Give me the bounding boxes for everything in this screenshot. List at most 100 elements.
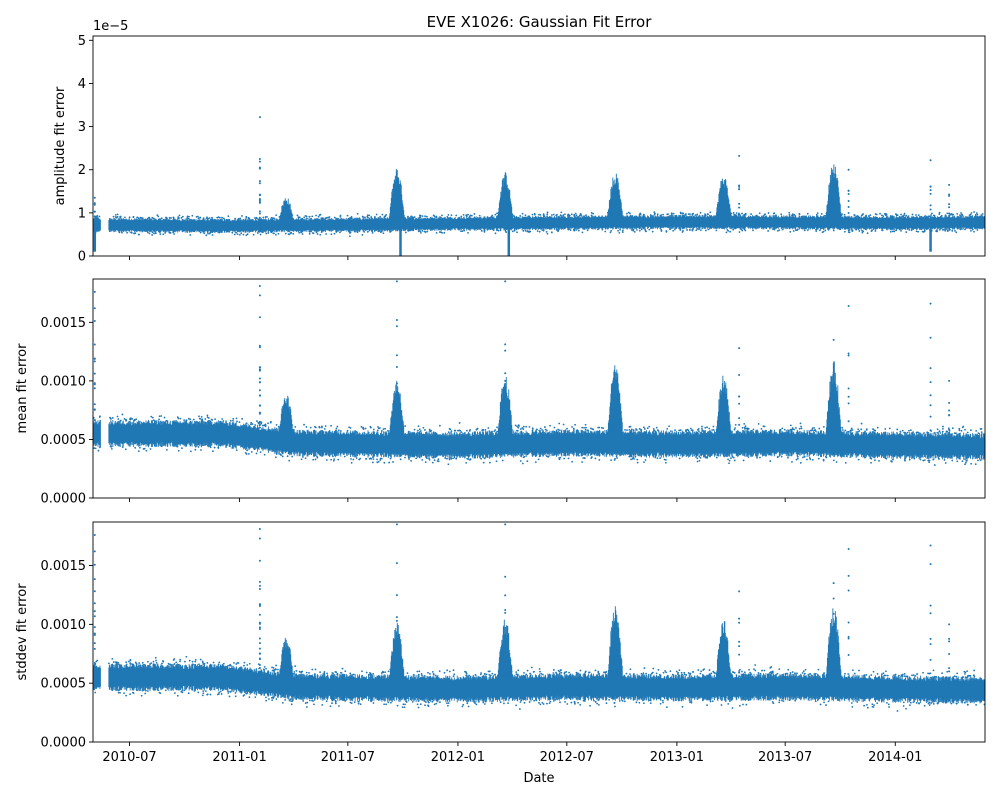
data-point <box>176 694 179 697</box>
data-point <box>187 692 190 695</box>
data-point <box>885 457 888 460</box>
data-point <box>564 700 566 703</box>
data-point <box>96 659 99 662</box>
data-point <box>427 671 429 674</box>
spike-point <box>929 215 932 218</box>
data-point <box>253 217 256 219</box>
data-point <box>609 429 612 432</box>
spike-point <box>258 580 261 583</box>
data-point <box>555 228 558 231</box>
data-point <box>930 214 932 216</box>
data-point <box>722 428 725 431</box>
data-point <box>850 702 853 704</box>
data-point <box>517 426 520 429</box>
data-point <box>966 459 968 462</box>
data-point <box>524 214 527 217</box>
data-point <box>819 229 821 232</box>
spike-point <box>948 439 951 442</box>
data-point <box>159 233 162 236</box>
data-point <box>596 702 599 705</box>
data-point <box>597 699 600 701</box>
data-point <box>164 232 166 234</box>
data-point <box>857 430 859 433</box>
spike-point <box>395 366 398 369</box>
data-point <box>396 704 399 707</box>
data-point <box>614 214 617 217</box>
data-point <box>827 700 830 703</box>
spike-point <box>395 594 398 597</box>
data-point <box>811 458 814 461</box>
spike-point <box>847 168 850 171</box>
data-point <box>137 450 140 453</box>
spike-point <box>929 367 932 370</box>
data-point <box>273 217 276 220</box>
data-point <box>372 672 375 675</box>
data-point <box>437 458 440 461</box>
data-point <box>960 429 963 432</box>
spike-point <box>258 537 261 540</box>
data-point <box>662 671 665 674</box>
spike-point <box>504 372 507 375</box>
data-point <box>333 232 336 235</box>
data-point <box>662 213 665 216</box>
spike-point <box>929 381 932 384</box>
spike-point <box>93 533 96 536</box>
spike-point <box>929 429 932 432</box>
data-point <box>344 700 347 702</box>
data-point <box>542 703 545 705</box>
spike-point <box>948 214 951 217</box>
data-point <box>970 230 972 232</box>
data-point <box>426 457 428 460</box>
data-point <box>150 415 153 418</box>
data-point <box>493 430 496 433</box>
data-point <box>242 233 245 236</box>
data-point <box>125 663 128 666</box>
data-point <box>193 690 196 692</box>
data-point <box>771 228 774 231</box>
spike-point <box>504 608 507 611</box>
axes-frame <box>92 521 986 743</box>
spike-point <box>832 338 835 341</box>
data-point <box>889 230 892 233</box>
data-point <box>304 457 307 460</box>
data-point <box>179 658 182 661</box>
data-point <box>389 230 392 233</box>
data-point <box>372 458 375 460</box>
data-point <box>293 671 296 673</box>
spike-point <box>738 617 741 620</box>
data-point <box>488 673 491 676</box>
data-point <box>450 430 453 433</box>
data-point <box>909 701 912 704</box>
x-tick-label: 2010-07 <box>102 750 156 765</box>
y-tick-label: 0.0005 <box>41 433 87 448</box>
data-point <box>869 457 872 460</box>
data-point <box>308 215 311 218</box>
data-point <box>827 228 830 231</box>
data-point <box>900 213 902 216</box>
data-point <box>629 668 632 671</box>
data-point <box>336 425 339 428</box>
data-point <box>128 216 131 219</box>
data-point <box>282 217 284 220</box>
data-point <box>911 213 914 216</box>
data-point <box>250 423 252 426</box>
data-point <box>806 458 808 461</box>
data-point <box>499 701 502 704</box>
panel-data <box>93 523 985 712</box>
data-point <box>98 215 101 218</box>
data-point <box>334 702 337 705</box>
data-point <box>287 666 290 669</box>
data-point <box>562 423 565 426</box>
data-point <box>903 212 906 215</box>
spike-point <box>258 647 261 650</box>
data-point <box>629 673 631 676</box>
data-point <box>235 417 238 420</box>
data-point <box>124 448 127 451</box>
data-point <box>775 214 777 217</box>
spike-point <box>929 658 932 661</box>
data-point <box>965 461 967 464</box>
data-point <box>729 700 731 703</box>
data-point <box>828 673 831 676</box>
spike-point <box>738 373 741 376</box>
data-point <box>796 228 799 231</box>
